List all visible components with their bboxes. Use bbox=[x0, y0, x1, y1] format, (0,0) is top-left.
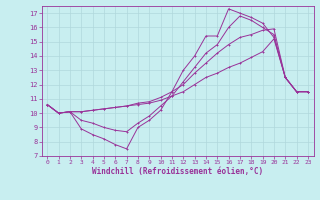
X-axis label: Windchill (Refroidissement éolien,°C): Windchill (Refroidissement éolien,°C) bbox=[92, 167, 263, 176]
